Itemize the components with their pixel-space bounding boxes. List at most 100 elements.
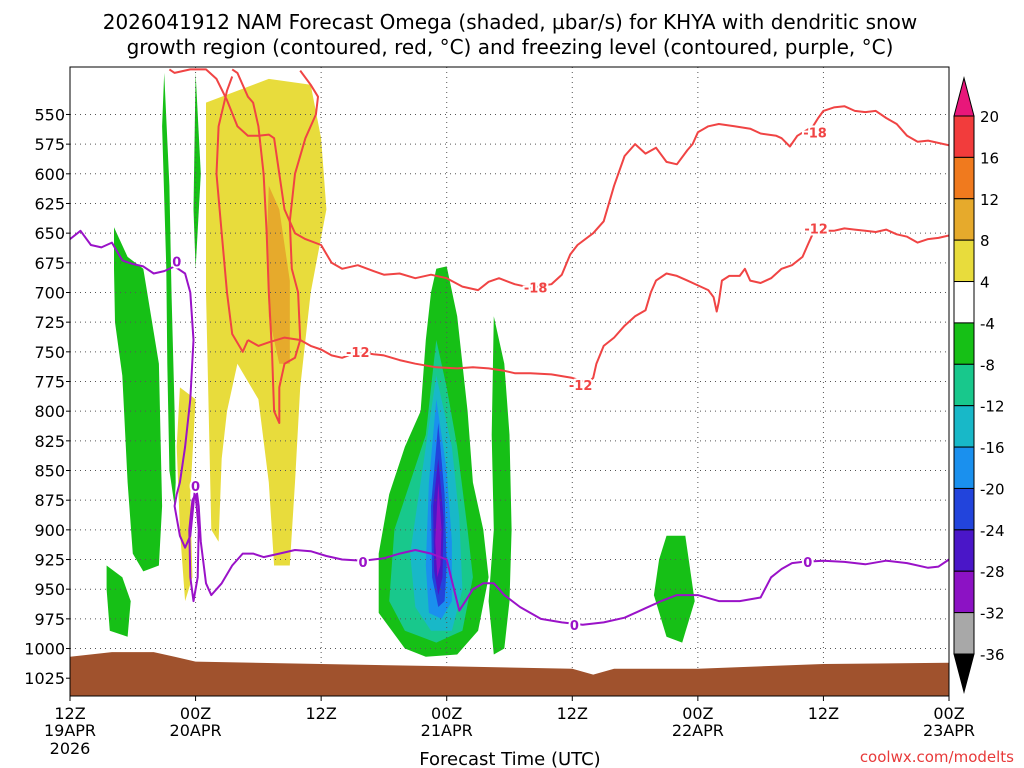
contour-line-0	[168, 68, 949, 292]
colorbar-band-5	[953, 281, 975, 324]
terrain-surface	[70, 652, 949, 696]
y-tick-label-750: 750	[34, 343, 65, 362]
y-tick-label-925: 925	[34, 551, 65, 570]
omega-region--8-to--4-9	[653, 535, 695, 643]
x-tick-label-h36-l2: 21APR	[421, 721, 473, 740]
y-tick-label-1025: 1025	[24, 669, 65, 688]
colorbar-label--4: -4	[980, 315, 995, 333]
y-tick-label-775: 775	[34, 373, 65, 392]
omega-shading-layer	[106, 72, 695, 657]
contour-label-2-0: -12	[346, 346, 370, 361]
contour-label-4-0: 0	[172, 256, 181, 271]
colorbar-band-10	[953, 487, 975, 531]
contour-label-4-3: 0	[803, 556, 812, 571]
colorbar-band-4	[953, 239, 975, 283]
x-tick-label-h36-l1: 00Z	[431, 704, 462, 723]
colorbar-label--36: -36	[980, 646, 1005, 664]
x-tick-label-h24-l1: 12Z	[305, 704, 336, 723]
colorbar-band-7	[953, 363, 975, 407]
y-tick-label-675: 675	[34, 254, 65, 273]
colorbar-band-11	[953, 529, 975, 572]
x-tick-label-h12-l2: 20APR	[170, 721, 222, 740]
y-tick-label-625: 625	[34, 194, 65, 213]
contour-label-4-2: 0	[570, 619, 579, 634]
colorbar-top-arrow	[953, 76, 975, 117]
y-tick-label-550: 550	[34, 105, 65, 124]
contour-line-2	[215, 76, 249, 353]
omega-region--8-to--4-4	[193, 72, 201, 269]
x-tick-label-h0-l1: 12Z	[54, 704, 85, 723]
contour-label-0-0: -18	[524, 282, 548, 297]
colorbar-label--28: -28	[980, 563, 1005, 581]
plot-area: -18 -18 -12 -12 -12 0 0 0 0 0	[70, 67, 949, 696]
colorbar-band-6	[953, 322, 975, 365]
colorbar-label-8: 8	[980, 232, 990, 250]
contour-label-4-1: 0	[358, 556, 367, 571]
colorbar-band-3	[953, 198, 975, 241]
colorbar-label-16: 16	[980, 149, 999, 167]
colorbar-label--24: -24	[980, 522, 1005, 540]
omega-region--8-to--4-3	[162, 72, 176, 507]
colorbar-band-8	[953, 405, 975, 448]
y-tick-label-975: 975	[34, 610, 65, 629]
y-tick-label-875: 875	[34, 491, 65, 510]
y-tick-label-950: 950	[34, 580, 65, 599]
colorbar-label-12: 12	[980, 191, 999, 209]
colorbar-band-13	[953, 612, 975, 655]
y-tick-label-725: 725	[34, 313, 65, 332]
contour-label-5-0: 0	[191, 480, 200, 495]
y-tick-label-700: 700	[34, 283, 65, 302]
x-tick-label-h0-l2: 19APR	[44, 721, 96, 740]
colorbar-band-1	[953, 115, 975, 158]
x-tick-label-h84-l1: 00Z	[933, 704, 964, 723]
y-tick-label-600: 600	[34, 165, 65, 184]
credit-text: coolwx.com/modelts	[860, 748, 1014, 766]
colorbar-band-2	[953, 156, 975, 200]
colorbar-bottom-arrow	[953, 653, 975, 694]
chart-title-line-1: 2026041912 NAM Forecast Omega (shaded, µ…	[103, 10, 918, 34]
colorbar: 20 16 12 8 4 -4 -8 -12 -16 -20 -24 -28 -32 -36	[953, 76, 1005, 694]
colorbar-label--32: -32	[980, 605, 1005, 623]
colorbar-label--8: -8	[980, 356, 995, 374]
y-tick-label-575: 575	[34, 135, 65, 154]
omega-region-4-to-8-0	[206, 78, 327, 566]
colorbar-label--12: -12	[980, 398, 1005, 416]
grid-layer	[70, 67, 949, 696]
colorbar-band-9	[953, 446, 975, 489]
omega-region--8-to--4-5	[114, 227, 163, 572]
plot-frame	[69, 66, 950, 697]
y-axis: 550 575 600 625 650 675 700 725 750 775 800 825 850 8…	[24, 105, 70, 688]
contour-label-0-1: -18	[803, 126, 827, 141]
x-tick-label-h48-l1: 12Z	[557, 704, 588, 723]
contour-line-3	[247, 227, 949, 384]
x-tick-label-h84-l2: 23APR	[923, 721, 975, 740]
x-axis-title: Forecast Time (UTC)	[419, 749, 600, 768]
y-tick-label-800: 800	[34, 402, 65, 421]
omega-region--8-to--4-8	[488, 316, 512, 655]
x-tick-label-h12-l1: 00Z	[180, 704, 211, 723]
omega-region-8-to-12-2	[266, 185, 290, 364]
contour-label-2-1: -12	[569, 379, 593, 394]
colorbar-label--20: -20	[980, 480, 1005, 498]
x-tick-label-h0-l3: 2026	[50, 739, 91, 758]
contour-label-layer: -18 -18 -12 -12 -12 0 0 0 0 0	[170, 124, 830, 636]
contour-line-4	[70, 229, 949, 626]
y-tick-label-1000: 1000	[24, 640, 65, 659]
y-tick-label-825: 825	[34, 432, 65, 451]
x-tick-label-h72-l1: 12Z	[808, 704, 839, 723]
colorbar-label--16: -16	[980, 439, 1005, 457]
y-tick-label-900: 900	[34, 521, 65, 540]
contour-label-2-2: -12	[804, 222, 828, 237]
contour-line-1	[231, 68, 319, 424]
x-tick-label-h60-l2: 22APR	[672, 721, 724, 740]
contour-layer	[70, 68, 949, 626]
colorbar-label-4: 4	[980, 274, 990, 292]
chart-title-line-2: growth region (contoured, red, °C) and f…	[127, 35, 894, 59]
omega-region--8-to--4-6	[106, 565, 131, 637]
omega-region--32-to--28-15	[435, 482, 442, 578]
x-tick-label-h60-l1: 00Z	[682, 704, 713, 723]
colorbar-label-20: 20	[980, 108, 999, 126]
contour-line-5	[188, 493, 200, 603]
